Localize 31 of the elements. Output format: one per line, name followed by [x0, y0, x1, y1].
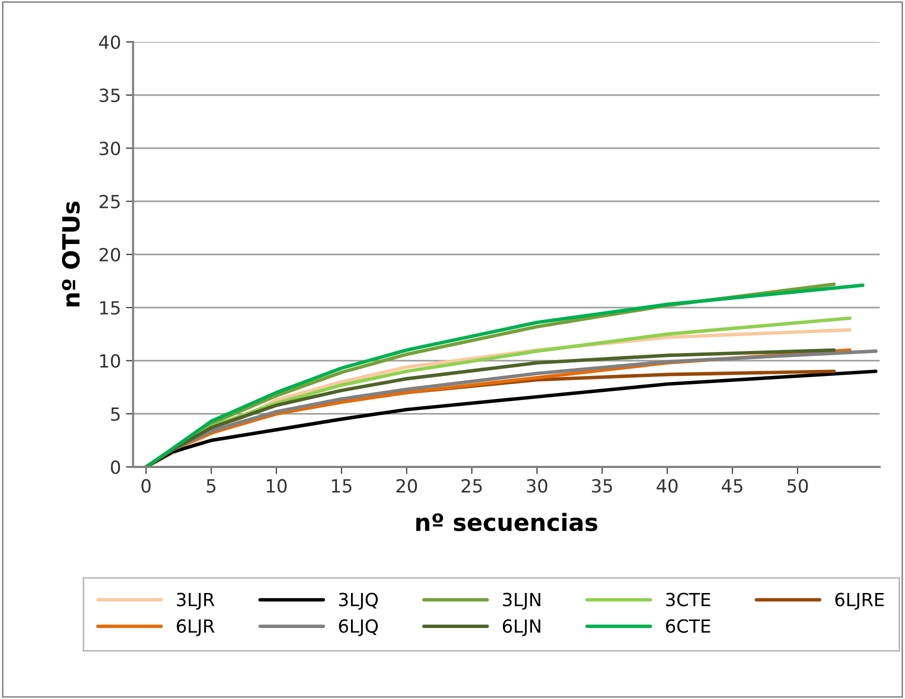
- y-tick-label: 20: [100, 248, 120, 262]
- x-tick-label: 0: [142, 479, 151, 493]
- legend-label: 6LJQ: [339, 619, 378, 636]
- x-tick-label: 20: [396, 479, 417, 493]
- y-tick-label: 25: [100, 194, 120, 208]
- y-tick-label: 5: [111, 408, 120, 421]
- x-tick-label: 15: [332, 479, 352, 493]
- legend-label: 3LJN: [502, 592, 540, 610]
- legend-label: 6LJRE: [835, 592, 884, 610]
- y-tick-label: 30: [100, 142, 120, 156]
- x-tick-label: 25: [462, 479, 482, 493]
- legend-label: 3LJQ: [339, 592, 378, 610]
- y-axis-title: nº OTUs: [62, 202, 80, 306]
- x-tick-label: 35: [592, 479, 612, 493]
- y-tick-label: 35: [100, 88, 120, 102]
- legend-label: 6CTE: [666, 619, 710, 633]
- y-tick-label: 15: [100, 301, 120, 315]
- legend-label: 6LJR: [176, 619, 214, 636]
- x-tick-label: 45: [722, 479, 742, 493]
- x-tick-label: 10: [266, 479, 287, 493]
- legend-label: 3CTE: [666, 592, 710, 606]
- x-tick-label: 50: [787, 479, 808, 493]
- x-axis-title: nº secuencias: [416, 512, 598, 532]
- y-tick-label: 40: [99, 35, 120, 50]
- x-tick-label: 40: [656, 479, 678, 493]
- legend-label: 6LJN: [502, 619, 540, 636]
- x-tick-label: 5: [206, 479, 216, 493]
- legend-label: 3LJR: [176, 592, 214, 610]
- x-tick-label: 30: [526, 479, 548, 493]
- y-tick-label: 0: [110, 460, 120, 474]
- y-tick-label: 10: [100, 354, 120, 368]
